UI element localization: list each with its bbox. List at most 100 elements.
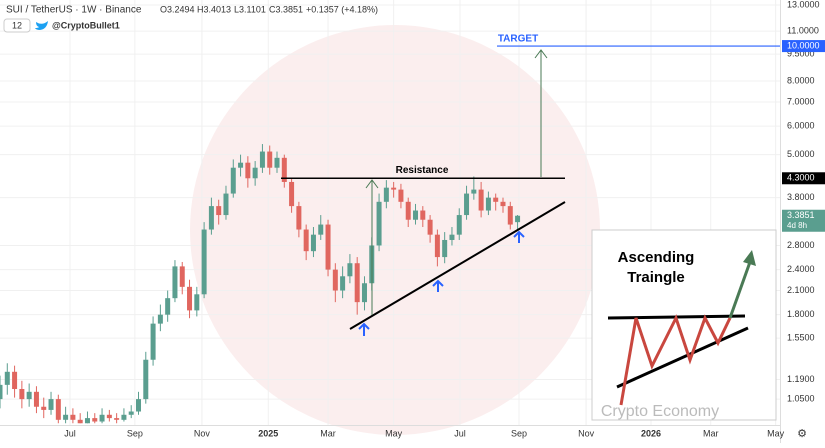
candle-body <box>515 215 521 223</box>
x-tick-label: Sep <box>511 428 527 438</box>
candle-body <box>413 210 419 220</box>
candle-body <box>361 283 367 303</box>
candle-body <box>114 418 120 420</box>
candle-body <box>332 269 338 291</box>
candle-body <box>55 399 61 420</box>
inset-price <box>619 314 732 406</box>
indicator-count: 12 <box>12 20 22 30</box>
candle-body <box>121 414 127 420</box>
watermark: Crypto Economy <box>601 403 719 420</box>
target-label: TARGET <box>498 34 538 45</box>
candle-body <box>398 189 404 202</box>
arrow-head <box>365 179 379 189</box>
candle-body <box>427 219 433 235</box>
logo-watermark <box>190 25 600 435</box>
y-tick-label: 11.0000 <box>787 26 819 36</box>
candle-body <box>354 263 360 303</box>
x-tick-label: 2026 <box>641 428 661 438</box>
candle-body <box>238 162 244 168</box>
candle-body <box>33 391 39 407</box>
axis-border <box>780 0 781 443</box>
x-tick-label: Mar <box>703 428 719 438</box>
candle-body <box>478 189 484 211</box>
candle-body <box>172 266 178 299</box>
support-arrows <box>358 230 525 336</box>
candle-body <box>4 371 10 385</box>
candle-body <box>26 391 32 400</box>
candle-body <box>136 399 142 412</box>
candle-body <box>201 229 207 295</box>
candle-body <box>340 276 346 291</box>
y-tick-label: 5.0000 <box>787 149 815 159</box>
candle-body <box>230 167 236 194</box>
candle-body <box>128 411 134 415</box>
candle-body <box>296 206 302 230</box>
candle-body <box>303 229 309 252</box>
candle-body <box>99 414 105 422</box>
settings-icon[interactable]: ⚙ <box>797 428 807 440</box>
candle-body <box>106 414 112 419</box>
y-tick-label: 2.1000 <box>787 285 815 295</box>
x-tick-label: Sep <box>127 428 143 438</box>
candle-body <box>245 162 251 179</box>
candle-body <box>143 359 149 400</box>
candle-body <box>223 193 229 216</box>
x-tick-label: Jul <box>64 428 76 438</box>
candle-body <box>84 418 90 424</box>
candle-body <box>471 189 477 194</box>
candle-body <box>41 406 47 410</box>
inset-title: Traingle <box>627 269 685 286</box>
x-tick-label: May <box>767 428 785 438</box>
candle-body <box>464 193 470 216</box>
candle-body <box>310 234 316 252</box>
x-tick-label: Jul <box>454 428 466 438</box>
ohlc-low: L3.1101 <box>234 4 266 14</box>
candle-body <box>92 418 98 422</box>
inset-support <box>616 326 749 389</box>
candle-body <box>216 206 222 216</box>
countdown: 4d 8h <box>787 221 807 230</box>
candle-body <box>267 151 273 168</box>
y-tick-label: 7.0000 <box>787 96 815 106</box>
candle-body <box>507 206 513 225</box>
inset-breakout <box>728 261 752 319</box>
symbol: SUI / TetherUS · 1W · Binance <box>6 5 142 16</box>
candle-body <box>500 201 506 207</box>
candle-body <box>485 197 491 211</box>
candle-body <box>12 371 18 389</box>
x-tick-label: Nov <box>194 428 211 438</box>
candle-body <box>48 399 54 410</box>
level-tag <box>782 40 825 53</box>
ohlc-open: O3.2494 <box>160 4 195 14</box>
candle-body <box>493 197 499 202</box>
candle-body <box>165 298 171 315</box>
y-tick-label: 2.4000 <box>787 264 815 274</box>
x-tick-label: Nov <box>578 428 595 438</box>
y-tick-label: 6.0000 <box>787 120 815 130</box>
inset-arrow-head <box>743 250 756 266</box>
y-tick-label: 9.5000 <box>787 48 815 58</box>
last-price-label: 3.3851 <box>787 210 815 220</box>
twitter-icon <box>35 21 48 30</box>
candle-body <box>63 414 69 420</box>
candle-body <box>70 414 76 420</box>
candle-body <box>376 201 382 246</box>
candle-body <box>208 206 214 230</box>
x-tick-label: Mar <box>320 428 336 438</box>
candle-body <box>194 294 200 311</box>
ohlc-close: C3.3851 <box>269 4 303 14</box>
x-tick-label: 2025 <box>258 428 278 438</box>
level-tick-label: 10.0000 <box>787 40 820 50</box>
candle-body <box>150 323 156 360</box>
level-tag <box>782 172 825 185</box>
candle-body <box>325 224 331 270</box>
candle-body <box>434 234 440 258</box>
y-tick-label: 3.8000 <box>787 192 815 202</box>
candle-body <box>347 263 353 277</box>
y-tick-label: 8.0000 <box>787 75 815 85</box>
inset-title: Ascending <box>618 249 695 266</box>
candle-body <box>289 181 295 207</box>
candle-body <box>420 210 426 220</box>
candle-body <box>0 384 3 400</box>
